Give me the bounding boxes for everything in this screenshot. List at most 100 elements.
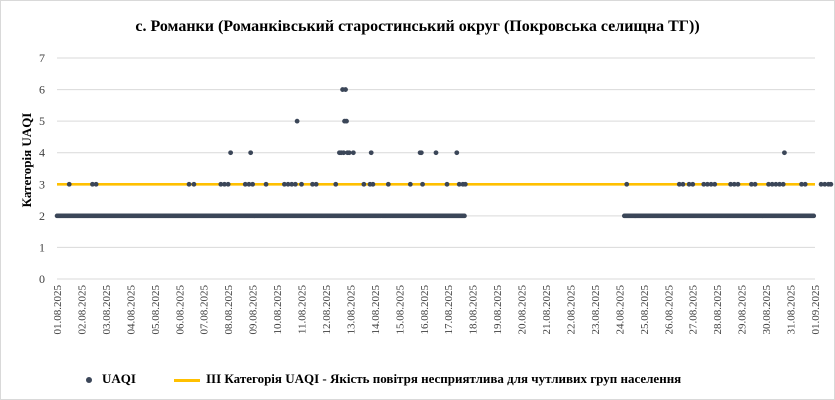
x-tick-label: 16.08.2025 [419, 285, 431, 335]
x-tick-label: 08.08.2025 [223, 285, 235, 335]
data-point [462, 213, 467, 219]
data-point [385, 181, 391, 187]
x-tick-label: 02.08.2025 [76, 285, 88, 335]
data-point [454, 150, 460, 156]
data-point [263, 181, 269, 187]
x-tick-label: 10.08.2025 [272, 285, 284, 335]
data-point [250, 181, 256, 187]
x-tick-label: 05.08.2025 [150, 285, 162, 335]
data-point [282, 181, 287, 187]
legend-label-uaqi: UAQI [102, 371, 136, 386]
data-point [690, 181, 696, 187]
data-point [294, 118, 300, 124]
data-point [242, 181, 248, 187]
gridlines [57, 57, 815, 280]
data-point [343, 87, 348, 92]
legend-item-uaqi: UAQI [86, 371, 136, 387]
data-point [191, 181, 197, 187]
data-point [90, 181, 95, 187]
data-point [780, 181, 786, 187]
y-tick-label: 1 [39, 240, 45, 254]
x-tick-label: 17.08.2025 [443, 285, 455, 335]
data-point [705, 181, 710, 187]
x-tick-label: 15.08.2025 [394, 285, 406, 335]
data-point [456, 181, 462, 187]
x-tick-label: 06.08.2025 [174, 285, 186, 335]
data-point [769, 181, 775, 187]
x-axis-ticks: 01.08.2025 02.08.2025 03.08.2025 04.08.2025… [52, 285, 822, 335]
data-point [361, 181, 367, 187]
data-point [222, 181, 227, 187]
data-point [350, 150, 356, 156]
data-point [310, 181, 315, 187]
data-points [66, 87, 834, 187]
x-tick-label: 18.08.2025 [468, 285, 480, 335]
y-axis-label: Категорія UAQI [19, 113, 34, 208]
x-tick-label: 03.08.2025 [101, 285, 113, 335]
data-point [289, 181, 295, 187]
data-point [749, 181, 754, 187]
data-point [712, 181, 718, 187]
x-tick-label: 11.08.2025 [297, 285, 309, 335]
data-point [246, 181, 252, 187]
x-tick-label: 19.08.2025 [492, 285, 504, 335]
data-point [370, 181, 376, 187]
data-point [766, 181, 771, 187]
data-point [462, 181, 468, 187]
data-point [433, 150, 439, 156]
legend-label-threshold: III Категорія UAQI - Якість повітря несп… [206, 371, 682, 386]
data-point [802, 181, 808, 187]
data-point [735, 181, 741, 187]
y-tick-label: 6 [39, 83, 45, 97]
data-point [828, 181, 834, 187]
legend-marker-dot [86, 377, 92, 384]
x-tick-label: 27.08.2025 [688, 285, 700, 335]
data-point [752, 181, 758, 187]
x-tick-label: 28.08.2025 [712, 285, 724, 335]
chart-title: с. Романки (Романківський старостинський… [135, 18, 700, 35]
data-point [811, 213, 817, 219]
x-tick-label: 01.08.2025 [52, 285, 64, 335]
data-point [773, 181, 779, 187]
x-tick-label: 09.08.2025 [248, 285, 260, 335]
x-tick-label: 14.08.2025 [370, 285, 382, 335]
x-tick-label: 13.08.2025 [345, 285, 357, 335]
y-axis-ticks: 0 1 2 3 4 5 6 7 [39, 51, 45, 286]
data-point [407, 181, 413, 187]
x-tick-label: 04.08.2025 [125, 285, 137, 335]
data-point [333, 181, 339, 187]
data-point [444, 181, 450, 187]
x-tick-label: 20.08.2025 [517, 285, 529, 335]
base-points [54, 213, 817, 219]
x-tick-label: 25.08.2025 [639, 285, 651, 335]
x-tick-label: 21.08.2025 [541, 285, 553, 335]
legend-marker-line [174, 378, 200, 382]
data-point [344, 118, 349, 124]
data-point [777, 181, 782, 187]
x-tick-label: 24.08.2025 [614, 285, 626, 335]
x-tick-label: 07.08.2025 [199, 285, 211, 335]
x-tick-label: 26.08.2025 [663, 285, 675, 335]
x-tick-label: 01.09.2025 [810, 285, 822, 335]
data-point [285, 181, 291, 187]
y-tick-label: 7 [39, 51, 45, 65]
y-tick-label: 5 [39, 114, 45, 128]
data-point [368, 150, 374, 156]
data-point [218, 181, 224, 187]
data-point [186, 181, 192, 187]
y-tick-label: 0 [39, 272, 45, 286]
data-point [731, 181, 737, 187]
data-point [66, 181, 72, 187]
data-point [293, 181, 298, 187]
data-point [799, 181, 804, 187]
data-point [248, 150, 254, 156]
x-tick-label: 12.08.2025 [321, 285, 333, 335]
data-point [299, 181, 304, 187]
data-point [680, 181, 686, 187]
data-point [782, 150, 787, 156]
data-point [93, 181, 99, 187]
x-tick-label: 22.08.2025 [565, 285, 577, 335]
data-point [818, 181, 824, 187]
